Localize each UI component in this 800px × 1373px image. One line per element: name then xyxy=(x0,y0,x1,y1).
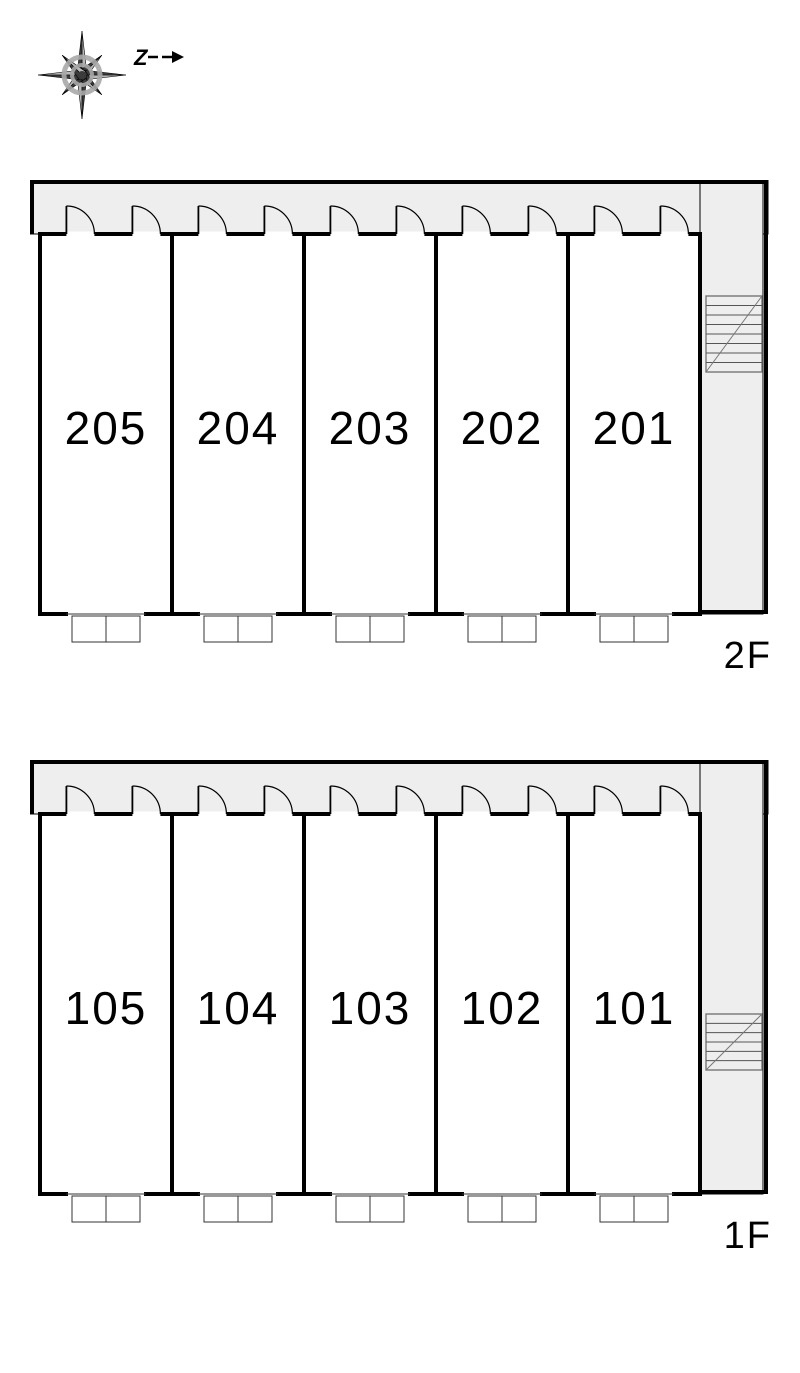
compass: Z xyxy=(30,20,185,130)
room-label: 101 xyxy=(593,982,676,1034)
room-label: 202 xyxy=(461,402,544,454)
room-label: 104 xyxy=(197,982,280,1034)
room-label: 103 xyxy=(329,982,412,1034)
svg-text:Z: Z xyxy=(133,45,149,70)
room-label: 203 xyxy=(329,402,412,454)
floor-label: 1F xyxy=(724,1215,772,1258)
room-label: 102 xyxy=(461,982,544,1034)
floor-block: 105 104 103 102 101 1F xyxy=(30,760,770,1290)
compass-svg: Z xyxy=(30,20,185,130)
room-label: 105 xyxy=(65,982,148,1034)
room-label: 204 xyxy=(197,402,280,454)
floor-svg: 105 104 103 102 101 xyxy=(30,760,770,1290)
floor-svg: 205 204 203 202 201 xyxy=(30,180,770,710)
room-label: 201 xyxy=(593,402,676,454)
floor-block: 205 204 203 202 201 2F xyxy=(30,180,770,710)
room-label: 205 xyxy=(65,402,148,454)
floor-label: 2F xyxy=(724,635,772,678)
